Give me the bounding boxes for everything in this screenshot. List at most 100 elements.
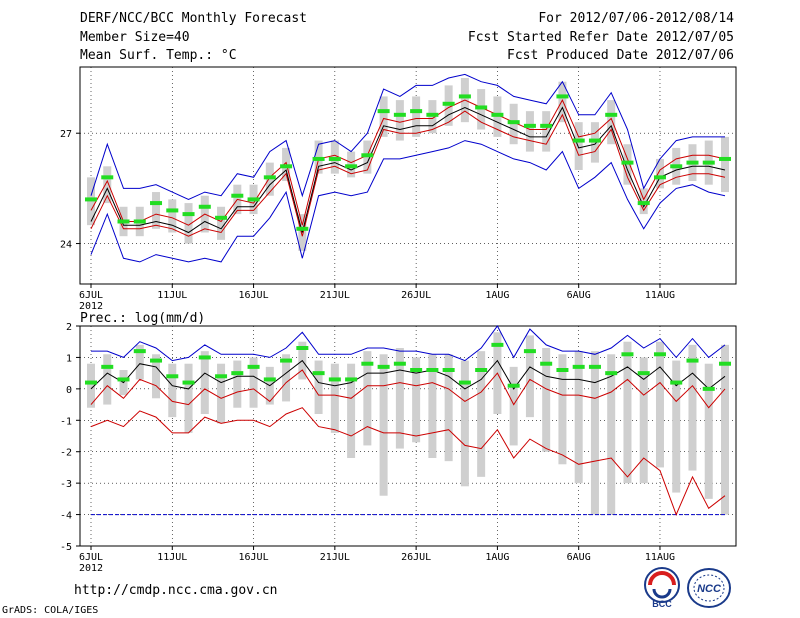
ensemble-box (200, 351, 209, 414)
median-marker (133, 219, 146, 224)
x-tick-label: 11AUG (645, 290, 675, 301)
red-upper-line (90, 98, 726, 226)
ensemble-box (590, 351, 599, 515)
x-year-label: 2012 (79, 301, 103, 312)
median-marker (605, 112, 618, 117)
median-marker (410, 368, 423, 372)
ensemble-box (152, 192, 161, 229)
median-marker (231, 193, 244, 198)
median-marker (702, 160, 715, 165)
median-marker (263, 377, 276, 382)
ensemble-box (184, 363, 193, 433)
median-marker (556, 368, 569, 372)
median-marker (621, 160, 634, 165)
ensemble-box (721, 136, 729, 193)
ensemble-box (607, 354, 616, 515)
median-marker (686, 160, 699, 165)
ensemble-box (623, 341, 632, 484)
ensemble-box (574, 351, 583, 484)
median-marker (475, 368, 488, 372)
ensemble-box (460, 360, 469, 487)
y-tick-label: 24 (60, 240, 72, 251)
x-tick-label: 21JUL (320, 552, 350, 563)
ensemble-box (217, 206, 226, 240)
median-marker (215, 374, 228, 379)
median-marker (491, 342, 504, 347)
forecast-range: For 2012/07/06-2012/08/14 (538, 11, 734, 26)
plot-frame (79, 66, 737, 285)
median-marker (523, 349, 536, 354)
median-marker (702, 386, 715, 391)
ensemble-box (525, 111, 534, 152)
median-marker (312, 156, 325, 161)
panel-temp: 6JUL 11JUL 16JUL 21JUL 26JUL 1AUG 6AUG 11AUG 201… (60, 66, 737, 312)
ensemble-box (363, 351, 372, 446)
ncc-logo-text: NCC (697, 583, 722, 595)
ensemble-box (395, 100, 404, 141)
forecast-started-date: Fcst Started Refer Date 2012/07/05 (467, 30, 734, 45)
median-marker (85, 380, 97, 385)
ensemble-box (542, 111, 551, 152)
ensemble-box (558, 81, 567, 123)
median-marker (377, 109, 390, 114)
ensemble-box (135, 344, 144, 380)
x-tick-label: 1AUG (485, 290, 509, 301)
median-marker (280, 358, 293, 363)
median-marker (117, 377, 130, 382)
red-lower-line (90, 110, 726, 237)
median-marker (653, 175, 666, 180)
source-url[interactable]: http://cmdp.ncc.cma.gov.cn (74, 583, 278, 598)
median-marker (572, 138, 585, 143)
ensemble-box (574, 122, 583, 170)
ncc-logo: NCC (687, 568, 731, 608)
median-marker (442, 101, 455, 106)
median-marker (328, 377, 341, 382)
x-tick-label: 11JUL (157, 290, 187, 301)
median-marker (182, 380, 195, 385)
median-marker (523, 123, 536, 128)
ensemble-box (282, 354, 291, 402)
median-marker (182, 212, 195, 217)
median-marker (312, 371, 325, 376)
ensemble-box (704, 363, 713, 499)
chart-title: DERF/NCC/BCC Monthly Forecast (80, 11, 307, 26)
x-tick-label: 6AUG (567, 552, 591, 563)
median-marker (540, 361, 553, 366)
median-marker (345, 164, 358, 169)
median-marker (719, 361, 731, 366)
median-marker (85, 197, 97, 202)
median-marker (296, 346, 309, 350)
forecast-produced-date: Fcst Produced Date 2012/07/06 (507, 48, 734, 63)
ensemble-box (103, 354, 112, 405)
median-marker (670, 164, 683, 169)
ensemble-box (347, 363, 356, 458)
ensemble-box (477, 351, 486, 477)
ensemble-box (249, 357, 258, 408)
x-tick-label: 6AUG (567, 290, 591, 301)
median-marker (540, 123, 553, 128)
y-tick-label: 1 (66, 353, 72, 364)
median-marker (247, 364, 260, 369)
ensemble-box (168, 363, 177, 418)
median-marker (150, 201, 163, 206)
ensemble-box (330, 363, 339, 433)
blue-upper-line (91, 325, 726, 362)
median-marker (588, 364, 601, 369)
median-marker (263, 175, 276, 180)
median-marker (426, 368, 439, 372)
grads-credit: GrADS: COLA/IGES (2, 605, 99, 616)
median-marker (198, 355, 211, 360)
median-marker (117, 219, 130, 224)
median-marker (296, 226, 309, 231)
x-tick-label: 11AUG (645, 552, 675, 563)
ensemble-box (655, 158, 664, 189)
median-marker (133, 349, 146, 354)
median-marker (101, 364, 114, 369)
y-tick-label: 2 (66, 322, 72, 333)
ensemble-box (688, 344, 697, 471)
ensemble-box (217, 363, 226, 424)
panel-prec: 6JUL 11JUL 16JUL 21JUL 26JUL 1AUG 6AUG 11AUG201… (60, 311, 737, 574)
ensemble-box (379, 354, 388, 496)
median-marker (670, 380, 683, 385)
median-marker (231, 371, 244, 376)
